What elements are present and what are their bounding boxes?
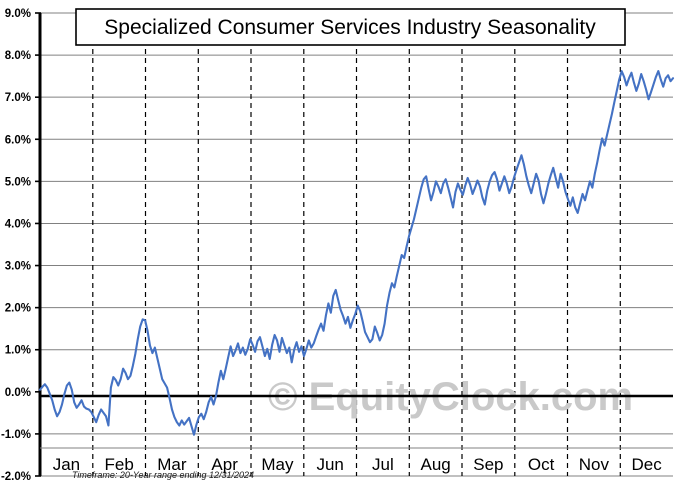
month-label-dec: Dec [632,455,663,474]
y-axis-tick-label: 5.0% [5,176,31,188]
month-label-aug: Aug [421,455,451,474]
title-border [75,8,626,46]
month-label-may: May [261,455,294,474]
month-label-jul: Jul [372,455,394,474]
seasonality-line [38,70,675,436]
y-axis-tick-marks [35,12,41,477]
y-axis-tick-label: 4.0% [5,218,31,230]
y-axis-tick-label: 0.0% [5,387,31,399]
month-label-jun: Jun [316,455,343,474]
month-label-jan: Jan [53,455,80,474]
page-title: Specialized Consumer Services Industry S… [104,16,596,39]
timeframe-footnote: Timeframe: 20-Year range ending 12/31/20… [72,470,254,480]
month-label-oct: Oct [528,455,555,474]
x-axis-month-labels: Jan Feb Mar Apr May Jun Jul Aug Sep Oct Nov Dec [53,455,663,474]
y-axis-tick-label: 3.0% [5,261,31,273]
y-axis-tick-label: 2.0% [5,303,31,315]
month-label-feb: Feb [105,455,134,474]
month-label-mar: Mar [157,455,187,474]
month-label-sep: Sep [473,455,503,474]
y-axis-tick-label: 7.0% [5,92,31,104]
y-axis-tick-label: 9.0% [5,8,31,20]
chart-title-box: Specialized Consumer Services Industry S… [75,8,626,46]
y-axis-tick-label: 1.0% [5,345,31,357]
y-axis-tick-label: 6.0% [5,134,31,146]
y-axis-tick-label: 8.0% [5,50,31,62]
y-axis-tick-labels: 9.0% 8.0% 7.0% 6.0% 5.0% 4.0% 3.0% 2.0% 1.0% 0.0%… [1,8,31,483]
y-axis-tick-label: -1.0% [1,429,31,441]
y-axis-tick-label: -2.0% [1,471,31,483]
month-label-apr: Apr [211,455,238,474]
month-label-nov: Nov [579,455,610,474]
